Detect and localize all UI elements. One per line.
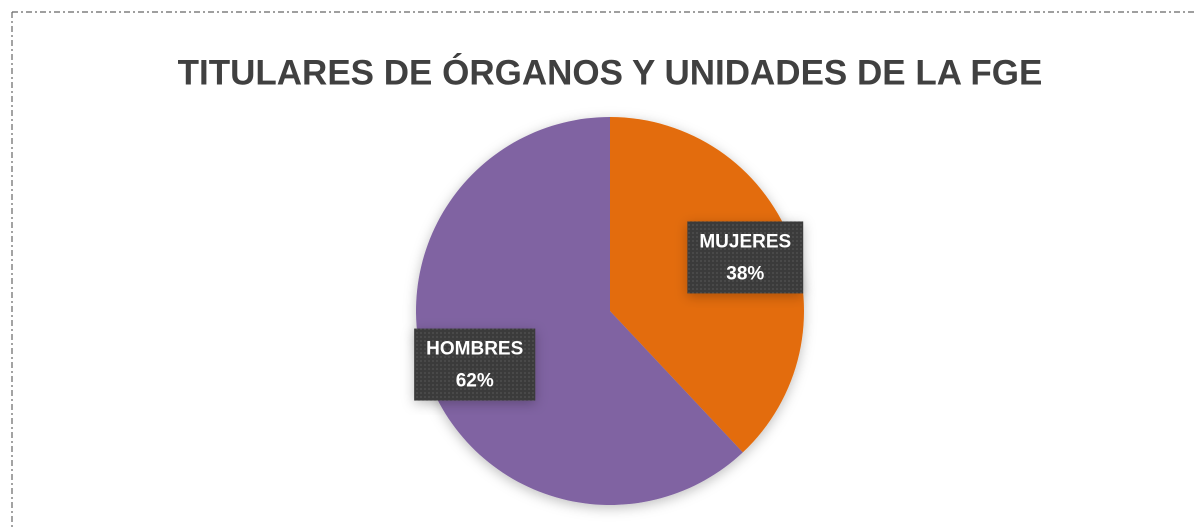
data-label-value: 38% xyxy=(726,263,764,284)
data-label-category: MUJERES xyxy=(699,231,791,252)
data-label-box xyxy=(687,221,804,294)
pie-slice xyxy=(415,117,743,506)
data-label: MUJERES 38% xyxy=(687,221,804,294)
data-label: HOMBRES 62% xyxy=(414,328,536,401)
data-label-value: 62% xyxy=(456,371,494,392)
pie xyxy=(415,117,804,506)
data-label-category: HOMBRES xyxy=(426,339,523,360)
chart-title: TITULARES DE ÓRGANOS Y UNIDADES DE LA FG… xyxy=(178,52,1043,92)
data-label-box xyxy=(414,328,536,401)
